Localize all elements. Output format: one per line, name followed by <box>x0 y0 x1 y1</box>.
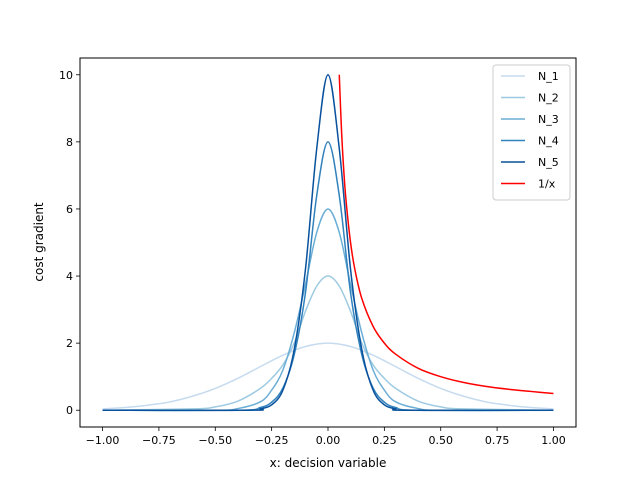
legend-label: N_2 <box>538 92 559 105</box>
x-tick-label: −0.50 <box>198 434 232 447</box>
y-tick-label: 10 <box>59 69 73 82</box>
x-tick-label: 0.50 <box>428 434 453 447</box>
legend-label: N_1 <box>538 70 559 83</box>
y-tick-label: 4 <box>66 270 73 283</box>
plot-lines <box>102 74 554 412</box>
y-tick-label: 0 <box>66 404 73 417</box>
legend-label: 1/x <box>538 178 556 191</box>
legend: N_1 N_2 N_3 N_4 N_5 1/x <box>492 64 571 201</box>
x-tick-label: −0.75 <box>142 434 176 447</box>
x-tick-label: 1.00 <box>541 434 566 447</box>
y-axis-ticks: 0 2 4 6 8 10 <box>59 69 80 417</box>
x-tick-label: −0.25 <box>255 434 289 447</box>
series-line-n-4 <box>102 141 554 412</box>
legend-label: N_3 <box>538 113 559 126</box>
x-axis-label: x: decision variable <box>270 456 387 470</box>
series-line-n-2 <box>102 275 554 411</box>
y-tick-label: 6 <box>66 203 73 216</box>
legend-label: N_5 <box>538 156 559 169</box>
x-tick-label: 0.25 <box>372 434 397 447</box>
y-axis-label: cost gradient <box>32 202 46 282</box>
y-tick-label: 8 <box>66 136 73 149</box>
series-line-n-1 <box>102 342 554 410</box>
x-tick-label: −1.00 <box>86 434 120 447</box>
series-line-n-5 <box>102 74 554 412</box>
legend-box <box>492 64 571 201</box>
series-line-1-x <box>338 74 554 395</box>
series-line-n-3 <box>102 208 554 412</box>
legend-label: N_4 <box>538 135 559 148</box>
y-tick-label: 2 <box>66 337 73 350</box>
x-tick-label: 0.00 <box>316 434 341 447</box>
x-axis-ticks: −1.00 −0.75 −0.50 −0.25 0.00 0.25 0.50 0.75 1.00 <box>86 427 566 447</box>
x-tick-label: 0.75 <box>485 434 510 447</box>
